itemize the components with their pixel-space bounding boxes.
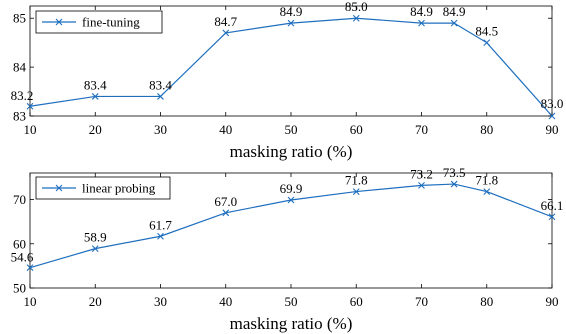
x-tick-label: 50 <box>285 294 298 309</box>
data-point-marker <box>287 19 295 27</box>
data-label: 85.0 <box>345 0 368 14</box>
data-point-marker <box>287 196 295 204</box>
data-point-marker <box>418 19 425 27</box>
data-label: 84.9 <box>280 4 303 19</box>
data-label: 71.8 <box>475 173 498 188</box>
legend-box <box>35 10 163 34</box>
x-tick-label: 10 <box>24 122 37 137</box>
chart-fine-tuning: 10 20 30 40 50 60 70 80 90 83 84 85 masking ratio (%… <box>11 0 564 161</box>
chart-linear-probing: 10 20 30 40 50 60 70 80 90 50 60 70 masking ratio (%… <box>11 165 564 333</box>
x-tick-label: 40 <box>219 122 232 137</box>
legend: fine-tuning <box>35 10 163 34</box>
data-point-marker <box>157 93 164 100</box>
y-tick-label: 70 <box>13 192 26 207</box>
data-point-marker <box>450 180 458 188</box>
data-label: 66.1 <box>541 198 564 213</box>
x-tick-label: 90 <box>546 294 559 309</box>
data-point-marker <box>222 209 230 217</box>
data-label: 54.6 <box>11 250 34 265</box>
legend-marker <box>55 18 63 26</box>
x-axis-title: masking ratio (%) <box>230 142 353 161</box>
x-tick-label: 90 <box>546 122 559 137</box>
data-label: 83.0 <box>541 96 564 111</box>
data-point-marker <box>483 188 491 195</box>
x-tick-label: 50 <box>285 122 298 137</box>
data-point-marker <box>548 213 556 221</box>
data-label: 84.9 <box>410 4 433 19</box>
x-tick-label: 10 <box>24 294 37 309</box>
series-line <box>29 17 553 117</box>
legend-label: linear probing <box>82 181 156 196</box>
data-label: 83.4 <box>149 77 172 92</box>
legend-label: fine-tuning <box>82 15 140 30</box>
data-point-marker <box>157 232 164 240</box>
x-tick-label: 60 <box>350 122 363 137</box>
data-point-marker <box>26 264 34 272</box>
x-tick-label: 40 <box>219 294 232 309</box>
data-label: 84.5 <box>475 24 498 39</box>
data-label: 84.9 <box>443 4 466 19</box>
legend-marker <box>55 184 63 192</box>
data-point-marker <box>352 14 360 22</box>
data-label: 83.2 <box>11 88 34 103</box>
data-point-marker <box>450 19 458 27</box>
y-tick-label: 60 <box>13 236 26 251</box>
legend: linear probing <box>35 176 171 200</box>
y-tick-label: 50 <box>13 281 26 296</box>
legend-box <box>35 176 171 200</box>
x-tick-label: 60 <box>350 294 363 309</box>
y-tick-label: 84 <box>13 60 27 75</box>
data-point-marker <box>418 181 425 189</box>
data-point-marker <box>548 112 556 120</box>
data-label: 67.0 <box>214 194 237 209</box>
data-label: 73.2 <box>410 166 433 181</box>
y-tick-label: 85 <box>13 11 26 26</box>
data-label: 61.7 <box>149 217 172 232</box>
data-point-marker <box>26 102 34 110</box>
x-tick-label: 30 <box>154 294 167 309</box>
x-tick-label: 80 <box>480 122 493 137</box>
x-tick-label: 70 <box>415 294 428 309</box>
data-label: 84.7 <box>214 14 237 29</box>
x-tick-label: 70 <box>415 122 428 137</box>
y-tick-label: 83 <box>13 109 26 124</box>
data-point-marker <box>222 29 230 37</box>
x-axis-title: masking ratio (%) <box>230 314 353 333</box>
data-point-marker <box>483 39 491 47</box>
data-point-marker <box>91 93 99 100</box>
data-point-marker <box>91 245 99 253</box>
x-tick-label: 20 <box>89 294 102 309</box>
x-tick-label: 80 <box>480 294 493 309</box>
series-line <box>29 183 553 269</box>
data-label: 71.8 <box>345 173 368 188</box>
data-label: 73.5 <box>443 165 466 180</box>
data-label: 83.4 <box>84 77 107 92</box>
data-point-marker <box>352 188 360 195</box>
x-tick-label: 20 <box>89 122 102 137</box>
data-label: 58.9 <box>84 230 107 245</box>
data-label: 69.9 <box>280 181 303 196</box>
x-tick-label: 30 <box>154 122 167 137</box>
